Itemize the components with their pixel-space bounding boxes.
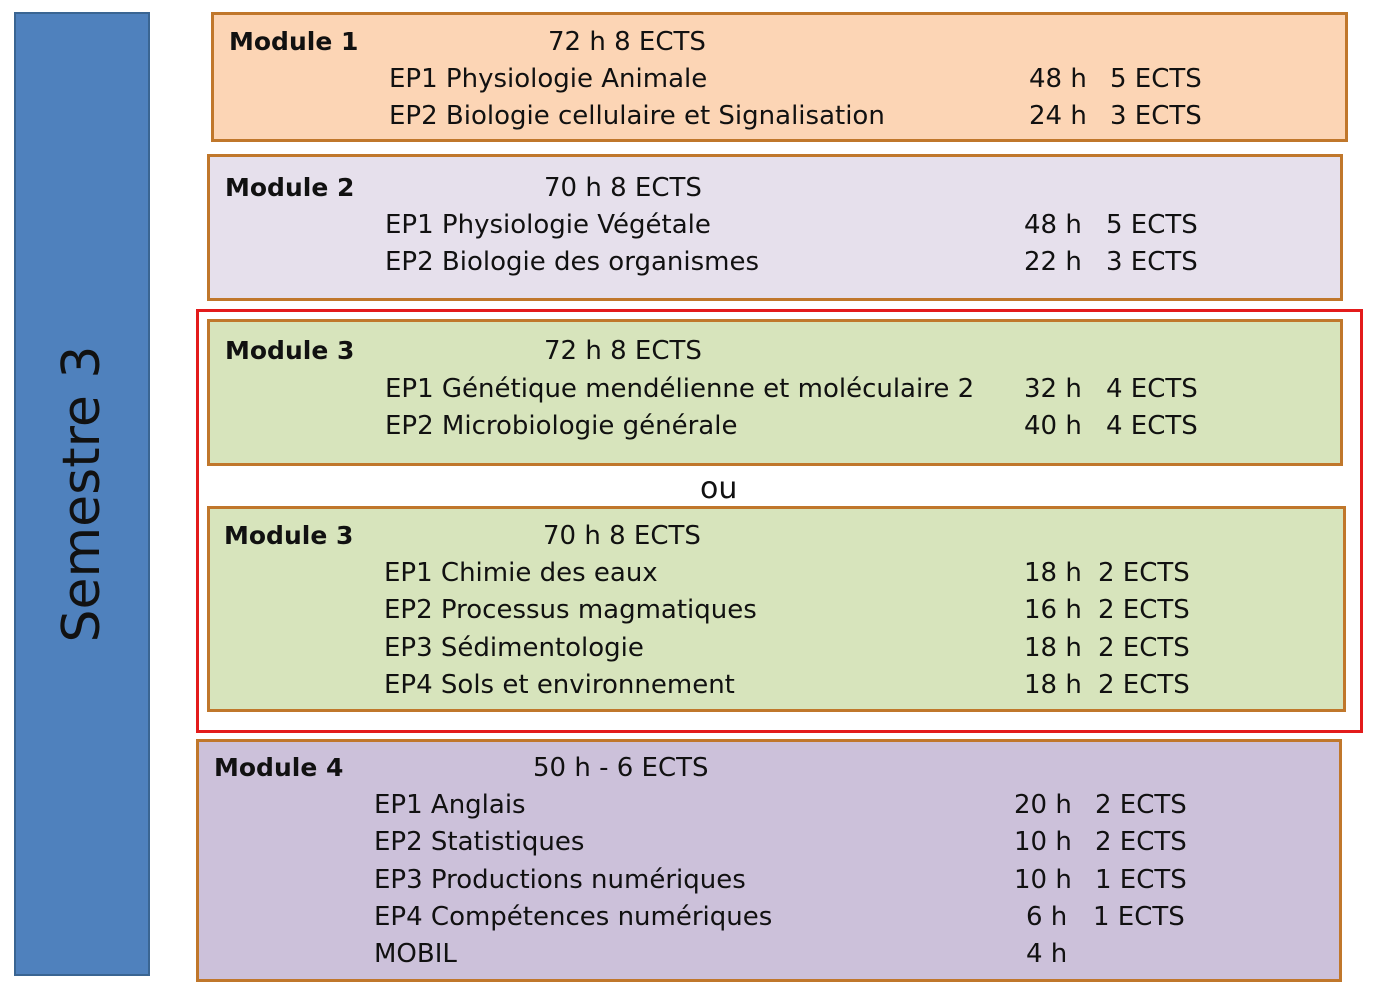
course-ects: 2 ECTS [1095,827,1187,857]
module-1-box [211,12,1348,142]
course-ects: 2 ECTS [1098,633,1190,663]
course-ects: 2 ECTS [1098,595,1190,625]
module-summary: 70 h 8 ECTS [544,173,702,203]
course-hours: 6 h [1026,902,1068,932]
module-3b-box [207,506,1346,712]
module-summary: 70 h 8 ECTS [543,521,701,551]
semester-bar: Semestre 3 [14,12,150,976]
course-name: EP2 Microbiologie générale [385,411,738,441]
course-name: EP1 Physiologie Végétale [385,210,711,240]
module-2-box [207,154,1343,301]
course-hours: 16 h [1024,595,1082,625]
course-ects: 5 ECTS [1106,210,1198,240]
module-title: Module 4 [214,753,344,782]
course-hours: 18 h [1024,558,1082,588]
module-title: Module 1 [229,27,359,56]
course-hours: 10 h [1014,865,1072,895]
course-name: EP4 Sols et environnement [384,670,735,700]
course-hours: 20 h [1014,790,1072,820]
course-ects: 3 ECTS [1110,101,1202,131]
course-name: EP4 Compétences numériques [374,902,773,932]
course-name: EP2 Statistiques [374,827,585,857]
course-hours: 18 h [1024,633,1082,663]
module-3a-box [207,319,1343,466]
module-title: Module 3 [224,521,354,550]
course-hours: 48 h [1024,210,1082,240]
course-hours: 10 h [1014,827,1072,857]
module-title: Module 3 [225,336,355,365]
course-hours: 40 h [1024,411,1082,441]
course-name: EP2 Biologie cellulaire et Signalisation [389,101,885,131]
course-name: MOBIL [374,939,457,969]
module-summary: 50 h - 6 ECTS [533,753,709,783]
course-ects: 3 ECTS [1106,247,1198,277]
course-ects: 4 ECTS [1106,374,1198,404]
course-hours: 4 h [1026,939,1068,969]
or-separator: ou [700,471,738,506]
course-name: EP1 Chimie des eaux [384,558,658,588]
course-hours: 24 h [1029,101,1087,131]
course-ects: 5 ECTS [1110,64,1202,94]
module-summary: 72 h 8 ECTS [544,336,702,366]
course-hours: 32 h [1024,374,1082,404]
course-hours: 22 h [1024,247,1082,277]
course-name: EP2 Biologie des organismes [385,247,760,277]
course-hours: 48 h [1029,64,1087,94]
module3-choice-frame [196,309,1363,733]
course-ects: 1 ECTS [1093,902,1185,932]
course-name: EP1 Physiologie Animale [389,64,708,94]
course-name: EP3 Productions numériques [374,865,746,895]
course-name: EP1 Génétique mendélienne et moléculaire… [385,374,975,404]
course-ects: 4 ECTS [1106,411,1198,441]
course-ects: 2 ECTS [1098,558,1190,588]
course-name: EP3 Sédimentologie [384,633,644,663]
module-summary: 72 h 8 ECTS [548,27,706,57]
course-name: EP1 Anglais [374,790,526,820]
course-ects: 2 ECTS [1098,670,1190,700]
semester-label: Semestre 3 [52,345,112,643]
module-4-box [196,739,1342,982]
course-name: EP2 Processus magmatiques [384,595,757,625]
course-hours: 18 h [1024,670,1082,700]
course-ects: 1 ECTS [1095,865,1187,895]
course-ects: 2 ECTS [1095,790,1187,820]
module-title: Module 2 [225,173,355,202]
